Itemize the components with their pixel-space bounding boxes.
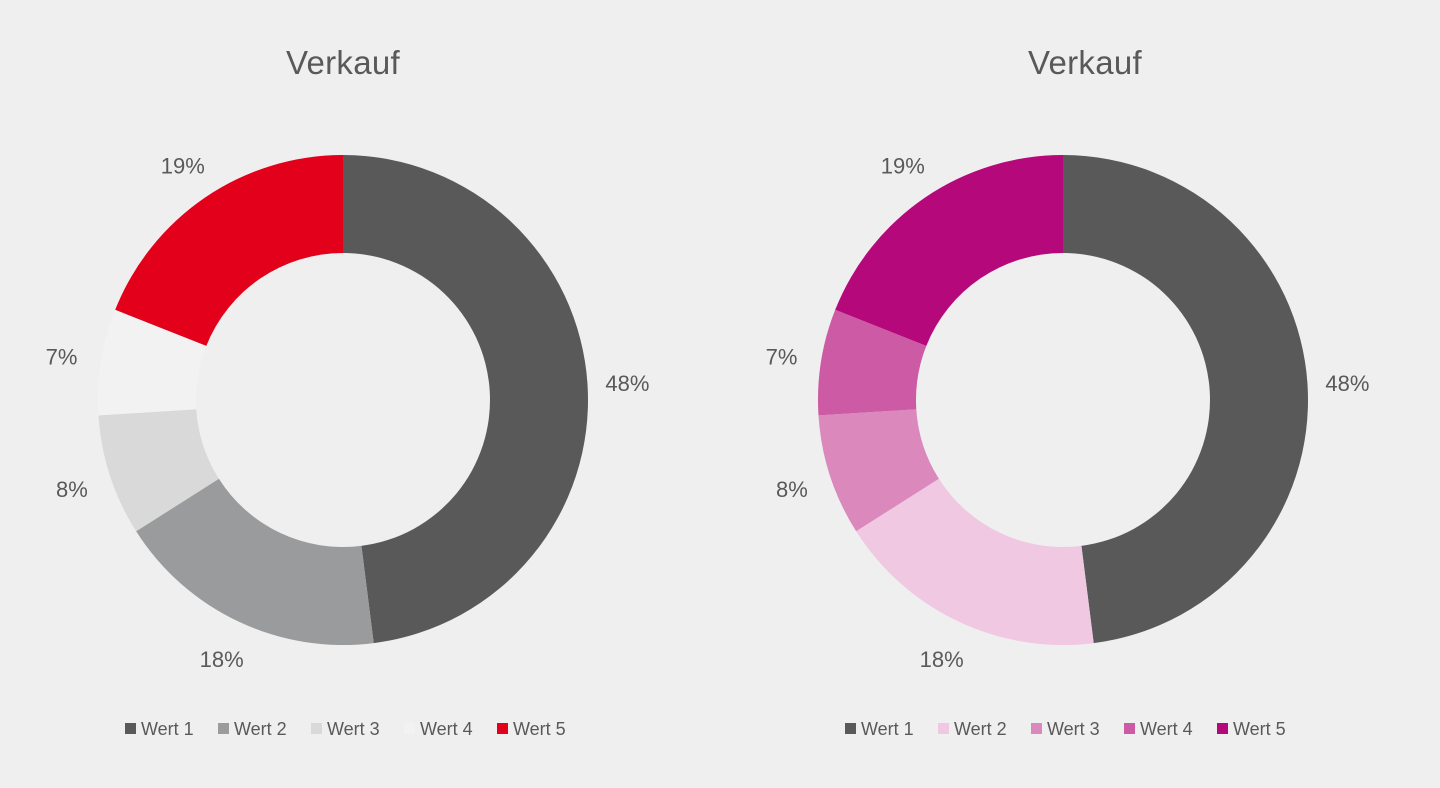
legend-label-4: Wert 4 [1140,719,1193,739]
legend-swatch-1 [845,723,856,734]
legend: Wert 1 Wert 2 Wert 3 Wert 4 Wert 5 [845,719,1286,739]
donut-slice-3 [98,409,219,532]
donut-slice-2 [856,478,1094,645]
data-label-2: 18% [200,647,244,672]
data-label-3: 8% [776,477,808,502]
donut-slice-5 [835,154,1063,346]
chart-title-left: Verkauf [285,44,400,81]
legend-label-5: Wert 5 [1233,719,1286,739]
legend-swatch-2 [218,723,229,734]
legend-label-2: Wert 2 [234,719,287,739]
legend-swatch-3 [1031,723,1042,734]
legend-swatch-4 [404,723,415,734]
chart-title-right: Verkauf [1027,44,1142,81]
legend-swatch-2 [938,723,949,734]
donut-slice-3 [818,409,939,532]
data-label-4: 7% [766,344,798,369]
donut-slice-4 [818,309,927,416]
donut-slice-1 [1063,155,1309,644]
legend: Wert 1 Wert 2 Wert 3 Wert 4 Wert 5 [125,719,566,739]
legend-swatch-5 [497,723,508,734]
data-label-5: 19% [881,153,925,178]
donut-chart-left: 48%18%8%7%19%Wert 1 Wert 2 Wert 3 Wert 4 Wer… [46,153,650,739]
donut-chart-right: 48%18%8%7%19%Wert 1 Wert 2 Wert 3 Wert 4 Wer… [766,153,1370,739]
data-label-1: 48% [605,371,649,396]
legend-swatch-1 [125,723,136,734]
legend-label-4: Wert 4 [420,719,473,739]
legend-label-3: Wert 3 [1047,719,1100,739]
legend-swatch-3 [311,723,322,734]
donut-slice-5 [115,154,343,346]
donut-slice-2 [136,478,374,645]
legend-label-3: Wert 3 [327,719,380,739]
legend-label-1: Wert 1 [861,719,914,739]
data-label-4: 7% [46,344,78,369]
legend-swatch-5 [1217,723,1228,734]
data-label-3: 8% [56,477,88,502]
legend-swatch-4 [1124,723,1135,734]
legend-label-2: Wert 2 [954,719,1007,739]
legend-label-5: Wert 5 [513,719,566,739]
data-label-5: 19% [161,153,205,178]
legend-label-1: Wert 1 [141,719,194,739]
data-label-1: 48% [1325,371,1369,396]
donut-slice-4 [98,309,207,416]
data-label-2: 18% [920,647,964,672]
donut-slice-1 [343,155,589,644]
